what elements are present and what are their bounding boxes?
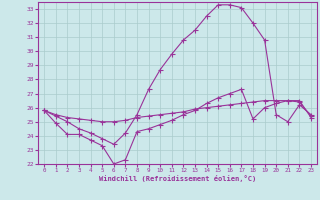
X-axis label: Windchill (Refroidissement éolien,°C): Windchill (Refroidissement éolien,°C) [99, 175, 256, 182]
